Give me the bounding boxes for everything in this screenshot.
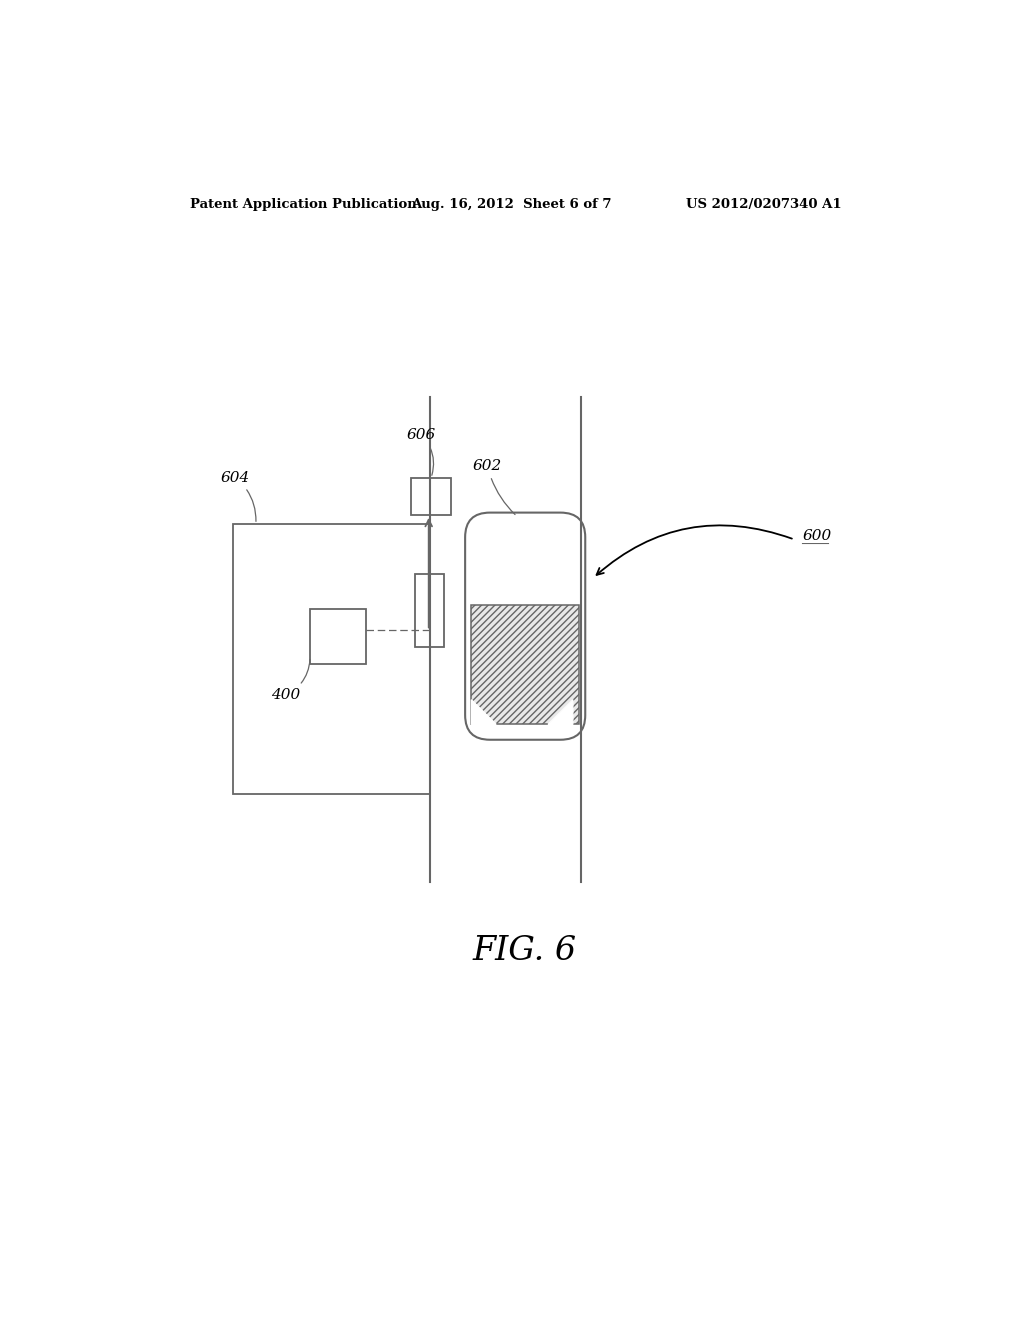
Text: FIG. 6: FIG. 6 [473,936,577,968]
Text: 604: 604 [221,471,256,521]
Polygon shape [471,700,496,725]
Text: 600: 600 [802,529,831,543]
Bar [310,609,366,664]
Bar [232,524,430,793]
Polygon shape [548,700,572,725]
Bar [415,574,444,647]
Text: 400: 400 [271,660,310,702]
FancyBboxPatch shape [465,512,586,739]
Text: 602: 602 [473,459,515,515]
Text: Patent Application Publication: Patent Application Publication [190,198,417,211]
Text: 606: 606 [407,429,436,475]
Text: US 2012/0207340 A1: US 2012/0207340 A1 [686,198,842,211]
Bar [411,478,452,515]
Text: Aug. 16, 2012  Sheet 6 of 7: Aug. 16, 2012 Sheet 6 of 7 [411,198,611,211]
Bar [471,605,579,725]
